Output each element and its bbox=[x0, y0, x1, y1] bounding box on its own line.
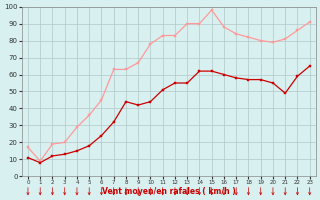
X-axis label: Vent moyen/en rafales ( km/h ): Vent moyen/en rafales ( km/h ) bbox=[102, 187, 236, 196]
